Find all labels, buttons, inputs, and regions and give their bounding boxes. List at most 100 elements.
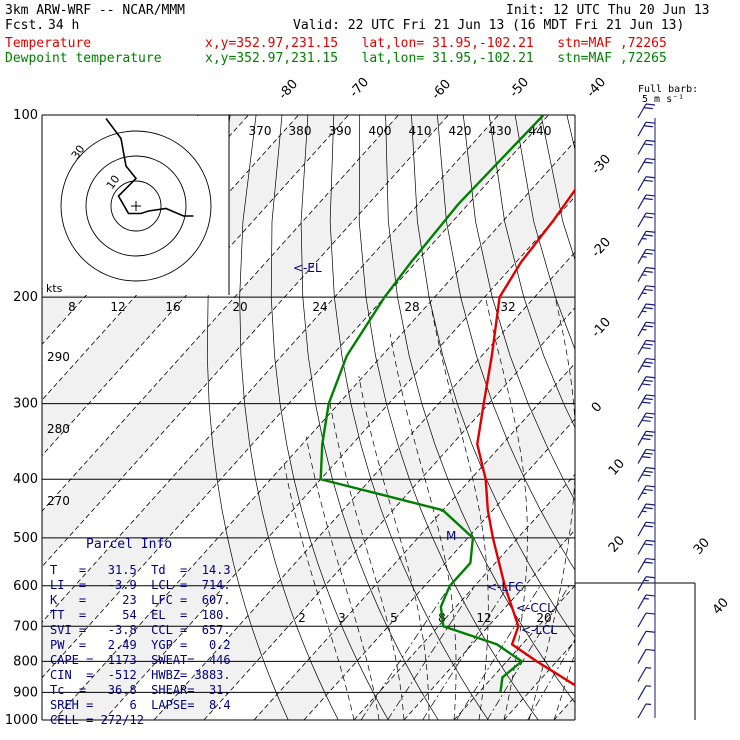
wind-barb-staff bbox=[637, 594, 647, 610]
isotherm-label: -50 bbox=[507, 75, 532, 101]
wind-barb-flag bbox=[641, 383, 651, 386]
wind-barb-flag bbox=[645, 321, 656, 324]
wind-barb-flag bbox=[645, 194, 656, 197]
dry-adiabat bbox=[696, 115, 740, 720]
wind-barb bbox=[637, 412, 656, 428]
wind-barb-half bbox=[641, 492, 647, 495]
wind-barb bbox=[637, 376, 656, 392]
wind-barb-staff bbox=[637, 121, 647, 137]
dry-adiabat bbox=[329, 115, 489, 720]
wind-barb-flag bbox=[643, 561, 653, 564]
wind-barb-flag bbox=[643, 161, 653, 164]
isotherm-label: -70 bbox=[347, 75, 372, 101]
wind-barb bbox=[637, 267, 656, 282]
wind-barb-flag bbox=[643, 179, 653, 182]
wind-barb-flag bbox=[641, 419, 651, 422]
wind-barb bbox=[637, 448, 656, 464]
wind-barb bbox=[637, 703, 652, 719]
isotherm-label: 40 bbox=[710, 595, 732, 617]
theta-label: 420 bbox=[449, 124, 472, 138]
isotherm-band bbox=[42, 115, 449, 567]
forecast-hour: 34 h bbox=[48, 18, 80, 33]
theta-label: 410 bbox=[409, 124, 432, 138]
theta-label: 380 bbox=[289, 124, 312, 138]
mixing-ratio-label: 32 bbox=[500, 300, 515, 314]
wind-barb bbox=[637, 230, 656, 246]
moist-adiabat bbox=[329, 403, 405, 720]
wind-barb bbox=[637, 557, 656, 573]
hodograph-ring bbox=[60, 130, 212, 282]
wind-barb-flag bbox=[643, 452, 653, 455]
mixing-ratio-label: 12 bbox=[110, 300, 125, 314]
wind-barb-flag bbox=[643, 234, 653, 237]
mixing-ratio-line bbox=[360, 585, 451, 720]
wind-barb-staff bbox=[637, 649, 647, 664]
dry-adiabat bbox=[385, 115, 575, 704]
wind-barb-half bbox=[641, 274, 647, 276]
parcel-row-cell: CELL = 272/12 bbox=[50, 713, 144, 727]
isotherm bbox=[654, 115, 740, 720]
parcel-row-li: LI = -3.9 LCL = 714. bbox=[50, 578, 231, 592]
wind-barb-flag bbox=[645, 521, 656, 524]
wind-barb-flag bbox=[643, 143, 653, 146]
wind-barb-flag bbox=[645, 357, 656, 361]
dewpoint-location: x,y=352.97,231.15 lat,lon= 31.95,-102.21… bbox=[205, 51, 667, 66]
full-barb-label: Full barb: bbox=[638, 84, 699, 95]
dry-adiabat bbox=[722, 115, 740, 720]
wind-barb-flag bbox=[645, 285, 656, 288]
wind-barb bbox=[637, 539, 656, 555]
wind-barb-staff bbox=[637, 612, 647, 628]
wind-barb-flag bbox=[645, 394, 656, 397]
wind-barb-half bbox=[641, 256, 647, 258]
wind-barb-flag bbox=[643, 543, 653, 546]
wind-barb-flag bbox=[643, 125, 653, 128]
parcel-row-sreh: SREH = 6 LAPSE= 8.4 bbox=[50, 698, 231, 712]
wind-barb bbox=[637, 521, 656, 537]
mixing-ratio-label: 28 bbox=[404, 300, 419, 314]
wind-barb bbox=[637, 594, 656, 610]
valid-time: Valid: 22 UTC Fri 21 Jun 13 (16 MDT Fri … bbox=[293, 18, 685, 33]
pressure-label: 800 bbox=[13, 654, 38, 669]
mixing-ratio-label: 2 bbox=[298, 611, 306, 625]
theta-label: 370 bbox=[249, 124, 272, 138]
pressure-label: 100 bbox=[13, 108, 38, 123]
wind-barb-half bbox=[641, 292, 647, 295]
isotherm-band bbox=[554, 696, 575, 720]
wind-barb-flag bbox=[643, 434, 653, 437]
full-barb-units: 5 m s⁻¹ bbox=[642, 94, 685, 105]
wind-barb-flag bbox=[643, 307, 653, 310]
wind-barb bbox=[637, 667, 652, 682]
parcel-row-cape: CAPE = 1173 SWEAT= 446 bbox=[50, 653, 231, 667]
wind-barb-flag bbox=[643, 525, 653, 528]
wind-barb-staff bbox=[637, 158, 647, 173]
hodograph-ring bbox=[85, 155, 187, 257]
thetae-label: 290 bbox=[47, 350, 70, 364]
dry-adiabat bbox=[670, 115, 740, 720]
wind-barb-flag bbox=[645, 339, 656, 342]
isotherm-band bbox=[454, 585, 575, 720]
wind-barb-flag bbox=[645, 539, 656, 542]
wind-barb bbox=[637, 648, 656, 664]
mixing-ratio-line bbox=[456, 585, 541, 720]
wind-barb-flag bbox=[643, 343, 653, 346]
wind-barb-flag bbox=[645, 648, 656, 652]
dewpoint-trace bbox=[319, 115, 545, 693]
wind-barb bbox=[637, 394, 656, 410]
wind-barb-flag bbox=[645, 503, 656, 506]
wind-barb-half bbox=[645, 667, 652, 669]
isotherm bbox=[604, 115, 740, 720]
isotherm-label: -40 bbox=[584, 75, 609, 101]
dry-adiabat bbox=[437, 115, 575, 571]
wind-barb-flag bbox=[645, 176, 656, 179]
wind-barb bbox=[637, 430, 656, 446]
wind-barb bbox=[637, 503, 656, 519]
isotherm-band bbox=[254, 363, 575, 720]
moist-adiabat bbox=[485, 297, 528, 720]
pressure-label: 500 bbox=[13, 531, 38, 546]
wind-barb-flag bbox=[643, 252, 653, 255]
moist-adiabat bbox=[429, 297, 489, 720]
wind-barb-half bbox=[643, 597, 649, 600]
wind-barb bbox=[637, 339, 656, 355]
wind-barb-staff bbox=[637, 103, 647, 119]
pressure-label: 200 bbox=[13, 290, 38, 305]
